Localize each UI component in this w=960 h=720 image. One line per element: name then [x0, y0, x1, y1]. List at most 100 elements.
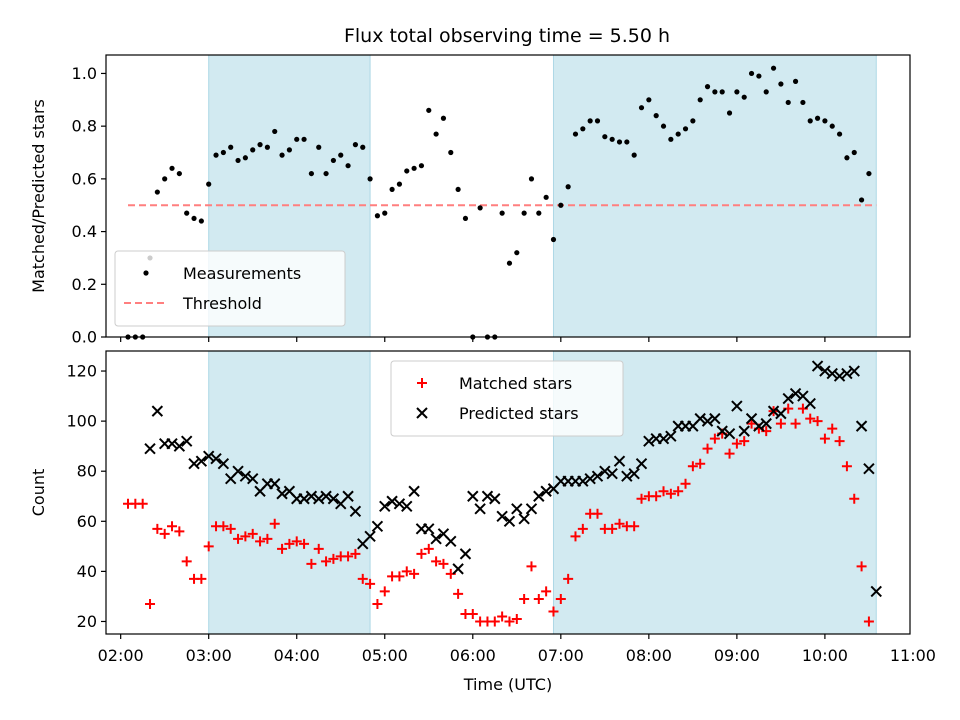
measurements-point	[624, 139, 630, 145]
measurements-point	[594, 118, 601, 124]
bottom-x-tick-label: 08:00	[626, 646, 672, 665]
measurements-point	[543, 194, 549, 200]
measurements-point	[308, 170, 315, 177]
predicted-stars-point	[452, 563, 464, 575]
predicted-stars-point	[320, 490, 332, 502]
measurements-point	[301, 136, 307, 142]
predicted-stars-point	[371, 520, 384, 533]
measurements-point	[448, 149, 454, 156]
measurements-point	[866, 170, 872, 177]
measurements-point	[690, 118, 696, 124]
measurements-point	[198, 218, 204, 224]
bottom-x-tick-label: 07:00	[538, 646, 584, 665]
bottom-x-tick-label: 06:00	[450, 646, 496, 665]
predicted-stars-point	[459, 548, 472, 560]
bottom-x-tick-label: 03:00	[186, 646, 232, 665]
top-legend-label: Threshold	[182, 294, 262, 313]
predicted-stars-point	[723, 427, 736, 440]
bottom-panel: 20 40 60 80 100 120 02:00 03:00 04:00 05:00 06:00 0…	[29, 350, 936, 694]
measurements-point	[741, 94, 747, 100]
top-chart-title: Flux total observing time = 5.50 h	[344, 25, 670, 47]
measurements-point	[455, 186, 461, 193]
matched-stars-point	[519, 593, 530, 604]
matched-stars-point	[218, 521, 229, 532]
matched-stars-point	[673, 486, 684, 497]
predicted-stars-point	[628, 468, 640, 480]
measurements-point	[602, 134, 608, 140]
matched-stars-point	[313, 543, 324, 554]
matched-stars-point	[849, 493, 860, 504]
matched-stars-point	[255, 536, 266, 547]
measurements-point	[433, 131, 439, 137]
predicted-stars-point	[782, 392, 794, 405]
measurements-point	[191, 215, 197, 222]
predicted-stars-point	[313, 493, 325, 505]
predicted-stars-point	[379, 500, 391, 512]
predicted-stars-point	[269, 478, 281, 490]
top-axes-frame	[105, 54, 911, 338]
predicted-stars-point	[848, 365, 860, 377]
bottom-legend-box	[390, 360, 624, 437]
predicted-stars-point	[621, 470, 633, 482]
measurements-point	[807, 118, 813, 124]
measurements-point	[697, 97, 703, 103]
predicted-stars-point	[489, 493, 501, 505]
predicted-stars-point	[753, 420, 765, 432]
bottom-x-tick-label: 04:00	[274, 646, 320, 665]
matched-stars-point	[174, 526, 185, 537]
matched-stars-point	[489, 616, 500, 627]
matched-stars-point	[467, 608, 478, 619]
matched-stars-point	[790, 418, 801, 429]
predicted-stars-point	[584, 473, 596, 485]
predicted-stars-point	[760, 417, 772, 430]
measurements-point	[345, 163, 351, 169]
measurements-point	[213, 152, 219, 158]
predicted-stars-point	[635, 457, 648, 470]
measurements-point	[844, 155, 850, 161]
measurements-point	[286, 147, 292, 153]
measurements-point	[536, 210, 542, 216]
top-y-tick-label: 0.2	[72, 275, 97, 294]
matched-stars-point	[629, 521, 640, 532]
measurements-point	[668, 136, 674, 142]
matched-stars-point	[577, 523, 588, 534]
predicted-stars-point	[481, 490, 494, 502]
top-legend-box	[114, 250, 346, 327]
predicted-stars-point	[232, 465, 244, 477]
measurements-point	[250, 147, 256, 153]
matched-stars-point	[328, 553, 339, 564]
bottom-legend-label: Matched stars	[459, 374, 572, 393]
predicted-stars-point	[577, 475, 589, 487]
bottom-y-tick-label: 120	[66, 362, 97, 381]
matched-stars-point	[592, 508, 603, 519]
matched-stars-point	[372, 598, 383, 609]
measurements-point	[565, 184, 571, 190]
matched-stars-point	[145, 598, 156, 609]
matched-stars-point	[614, 518, 625, 529]
predicted-stars-point	[393, 498, 406, 510]
measurements-point	[389, 186, 395, 193]
predicted-stars-point	[826, 367, 838, 380]
matched-stars-point	[299, 538, 310, 549]
matched-stars-point	[775, 418, 786, 429]
measurements-point	[352, 142, 359, 148]
measurements-point	[836, 131, 843, 137]
matched-stars-point	[651, 491, 662, 502]
predicted-stars-point	[789, 387, 802, 400]
matched-stars-point	[863, 616, 874, 627]
matched-stars-point	[511, 613, 522, 624]
predicted-stars-point	[657, 432, 670, 445]
matched-stars-point	[431, 556, 442, 567]
predicted-stars-point	[643, 435, 655, 447]
matched-stars-point	[497, 611, 508, 622]
measurements-point	[169, 165, 175, 171]
matched-stars-point	[365, 578, 376, 589]
measurements-point	[682, 126, 689, 132]
measurements-point	[360, 144, 366, 150]
bottom-y-axis-label: Count	[29, 469, 48, 517]
bottom-x-tick-label: 09:00	[714, 646, 760, 665]
matched-stars-point	[841, 461, 852, 472]
top-y-tick-label: 0.8	[72, 117, 97, 136]
measurements-point	[404, 168, 410, 174]
predicted-stars-point	[349, 505, 362, 517]
